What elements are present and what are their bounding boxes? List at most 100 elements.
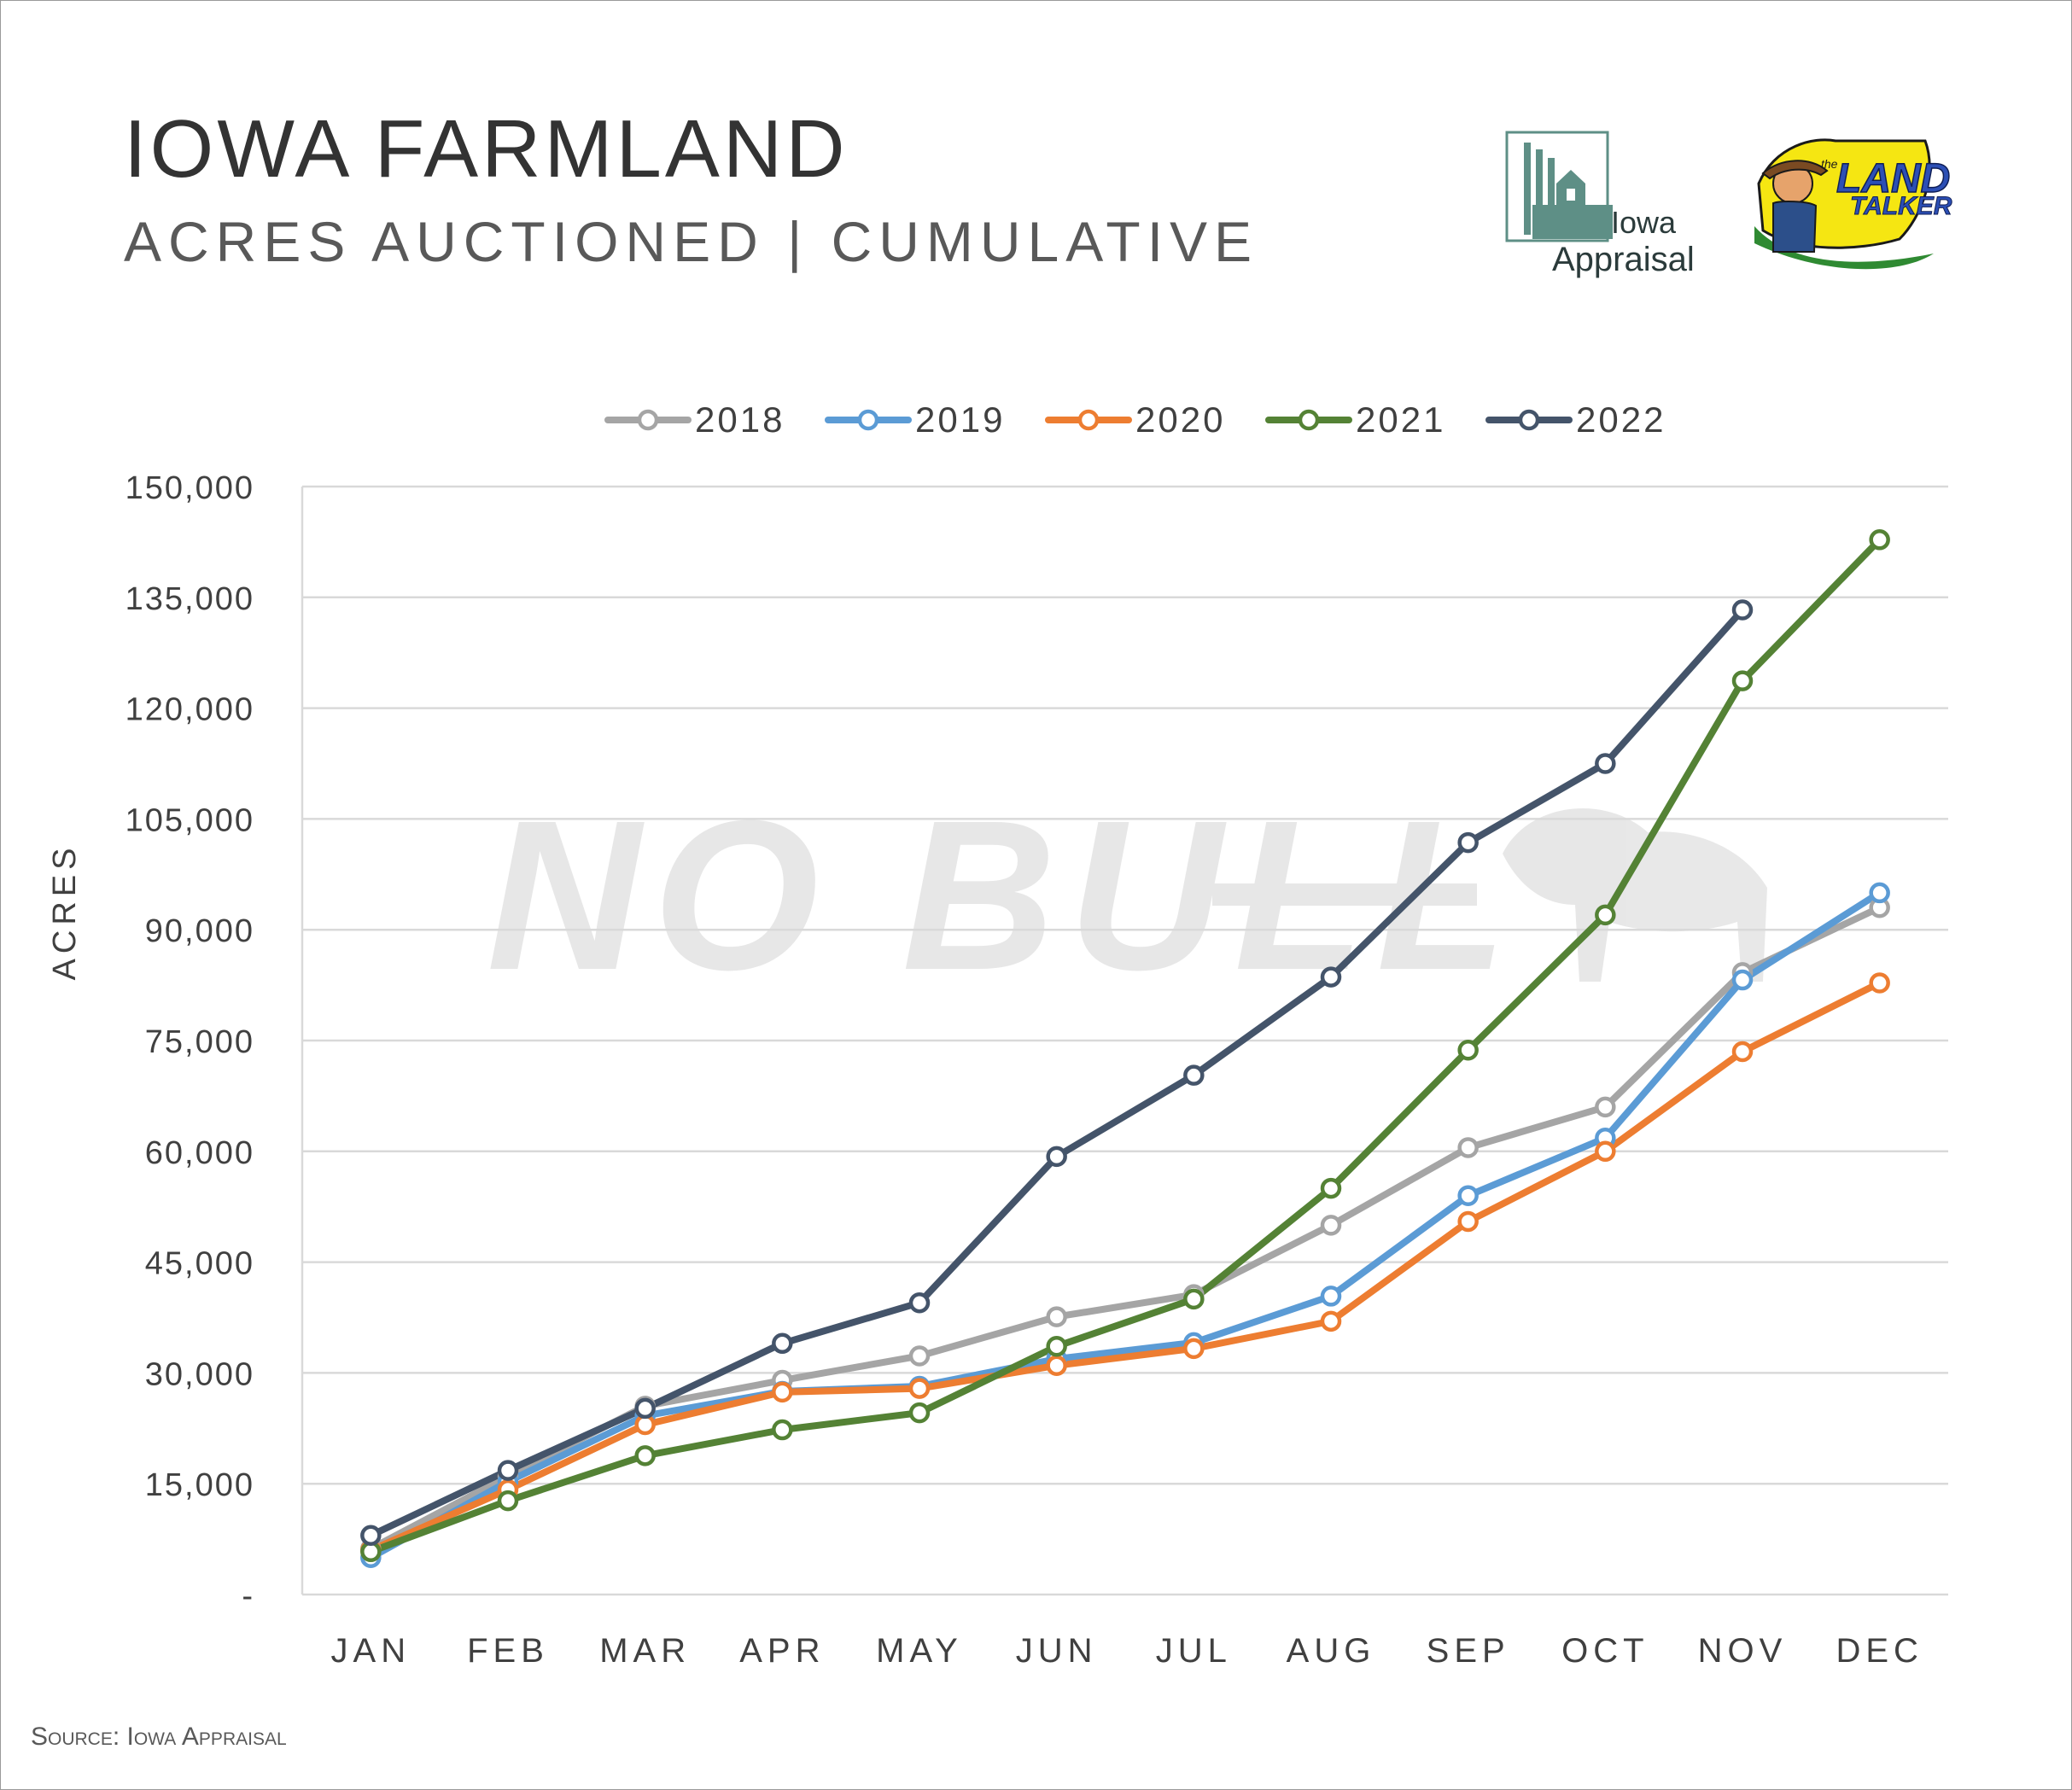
data-point-2021 xyxy=(497,1490,519,1512)
data-point-2019 xyxy=(1457,1185,1479,1206)
legend-label: 2020 xyxy=(1135,399,1225,440)
data-point-2022 xyxy=(1320,966,1342,988)
land-talker-small-word: the xyxy=(1821,157,1838,171)
data-point-2022 xyxy=(1457,831,1479,854)
y-tick-label: 90,000 xyxy=(145,913,254,949)
y-tick-label: 30,000 xyxy=(145,1356,254,1392)
x-tick-label: SEP xyxy=(1427,1632,1510,1670)
series-line-2022 xyxy=(367,606,1746,1539)
page-title: IOWA FARMLAND xyxy=(124,103,849,195)
data-point-2018 xyxy=(908,1345,931,1367)
legend: 2018 2019 2020 2021 2022 xyxy=(604,399,1666,440)
data-point-2021 xyxy=(1869,529,1890,551)
data-point-2022 xyxy=(1183,1064,1205,1086)
data-point-2018 xyxy=(1457,1137,1479,1158)
logos: Iowa Appraisal the LAND TALKER xyxy=(1505,131,1952,278)
data-point-2020 xyxy=(1869,972,1890,994)
axes xyxy=(301,487,1948,1596)
legend-label: 2019 xyxy=(915,399,1005,440)
x-tick-label: DEC xyxy=(1836,1632,1923,1670)
legend-item-2018: 2018 xyxy=(604,399,782,440)
data-point-2019 xyxy=(1320,1286,1342,1307)
land-talker-logo: the LAND TALKER xyxy=(1754,138,1952,270)
legend-swatch-marker xyxy=(1298,409,1320,431)
land-talker-word-1: LAND xyxy=(1836,156,1950,201)
y-axis-tick-labels: - 15,000 30,000 45,000 60,000 75,000 90,000 105… xyxy=(125,470,254,1614)
data-point-2021 xyxy=(1046,1335,1067,1357)
data-point-2021 xyxy=(908,1402,931,1424)
data-point-2019 xyxy=(1869,882,1890,904)
data-point-2020 xyxy=(1731,1041,1754,1063)
y-tick-label: 135,000 xyxy=(125,581,254,617)
page-subtitle: ACRES AUCTIONED | CUMULATIVE xyxy=(124,210,1259,273)
y-axis-title: ACRES xyxy=(47,843,83,981)
data-point-2019 xyxy=(1731,969,1754,991)
legend-item-2022: 2022 xyxy=(1485,399,1666,440)
data-point-2020 xyxy=(1183,1338,1205,1360)
data-point-2022 xyxy=(772,1332,793,1355)
iowa-appraisal-logo: Iowa Appraisal xyxy=(1505,131,1695,278)
y-tick-label: 60,000 xyxy=(145,1135,254,1171)
data-point-2020 xyxy=(1320,1310,1342,1332)
x-tick-label: JUN xyxy=(1016,1632,1098,1670)
data-point-2020 xyxy=(1457,1210,1479,1233)
legend-item-2020: 2020 xyxy=(1045,399,1225,440)
iowa-appraisal-word-2: Appraisal xyxy=(1552,241,1695,278)
data-point-2020 xyxy=(1595,1140,1616,1163)
data-point-2020 xyxy=(908,1378,931,1399)
data-point-2020 xyxy=(1046,1355,1067,1376)
data-point-2021 xyxy=(1731,670,1754,691)
data-point-2021 xyxy=(1183,1288,1205,1310)
data-point-2022 xyxy=(634,1397,656,1420)
data-point-2021 xyxy=(1457,1039,1479,1061)
series-lines xyxy=(367,536,1883,1561)
source-note: Source: Iowa Appraisal xyxy=(31,1723,287,1751)
legend-label: 2022 xyxy=(1576,399,1666,440)
y-tick-label: 75,000 xyxy=(145,1024,254,1060)
y-tick-label: 150,000 xyxy=(125,470,254,506)
series-line-2020 xyxy=(367,979,1883,1554)
x-tick-label: OCT xyxy=(1561,1632,1649,1670)
series-points xyxy=(360,529,1890,1568)
legend-swatch-marker xyxy=(1077,409,1100,431)
data-point-2022 xyxy=(360,1525,382,1547)
legend-item-2019: 2019 xyxy=(825,399,1005,440)
x-tick-label: FEB xyxy=(467,1632,549,1670)
y-tick-label: 15,000 xyxy=(145,1467,254,1503)
data-point-2018 xyxy=(1595,1096,1616,1118)
legend-label: 2021 xyxy=(1356,399,1445,440)
data-point-2018 xyxy=(1320,1215,1342,1236)
x-tick-label: JUL xyxy=(1156,1632,1232,1670)
legend-swatch-marker xyxy=(1518,409,1540,431)
data-point-2021 xyxy=(772,1419,793,1441)
data-point-2021 xyxy=(634,1445,656,1466)
x-tick-label: JAN xyxy=(331,1632,411,1670)
x-axis-tick-labels: JAN FEB MAR APR MAY JUN JUL AUG SEP OCT NOV DEC xyxy=(331,1632,1923,1670)
no-bull-watermark: NO BULL xyxy=(487,776,1767,1014)
data-point-2018 xyxy=(1046,1306,1067,1327)
y-tick-label: 45,000 xyxy=(145,1246,254,1282)
data-point-2021 xyxy=(1595,904,1616,926)
data-point-2022 xyxy=(1731,599,1754,621)
series-line-2021 xyxy=(367,536,1883,1555)
y-tick-label: - xyxy=(242,1578,254,1614)
x-tick-label: MAY xyxy=(876,1632,963,1670)
legend-item-2021: 2021 xyxy=(1265,399,1445,440)
data-point-2022 xyxy=(497,1460,519,1481)
data-point-2022 xyxy=(1046,1146,1067,1168)
x-tick-label: AUG xyxy=(1287,1632,1376,1670)
land-talker-word-2: TALKER xyxy=(1850,192,1952,220)
gridlines xyxy=(302,485,1948,1485)
x-tick-label: NOV xyxy=(1698,1632,1788,1670)
iowa-appraisal-word-1: Iowa xyxy=(1611,205,1677,240)
data-point-2020 xyxy=(772,1381,793,1403)
data-point-2022 xyxy=(1595,753,1616,774)
series-line-2019 xyxy=(367,889,1883,1561)
legend-swatch-marker xyxy=(637,409,659,431)
data-point-2021 xyxy=(1320,1177,1342,1199)
x-tick-label: MAR xyxy=(599,1632,691,1670)
data-point-2022 xyxy=(908,1291,931,1314)
legend-swatch-marker xyxy=(857,409,879,431)
